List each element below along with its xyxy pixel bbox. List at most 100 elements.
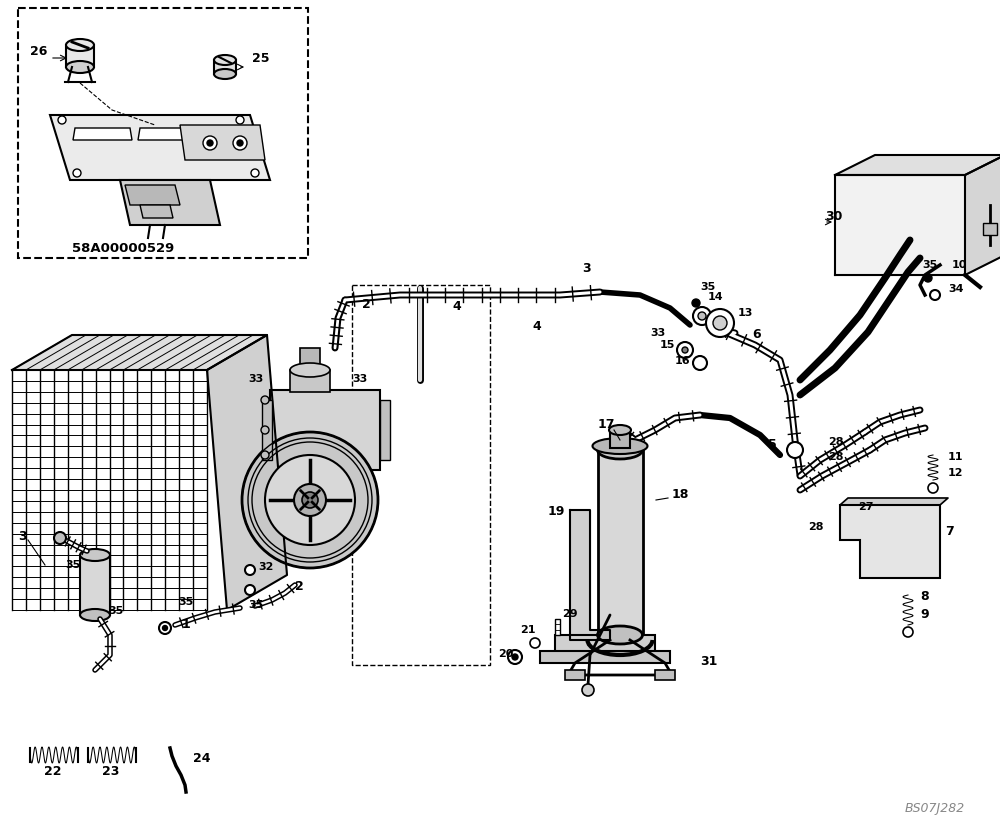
Polygon shape bbox=[73, 128, 132, 140]
Circle shape bbox=[245, 565, 255, 575]
Text: 35: 35 bbox=[700, 282, 715, 292]
Circle shape bbox=[245, 585, 255, 595]
Text: 7: 7 bbox=[945, 525, 954, 538]
Text: 29: 29 bbox=[562, 609, 578, 619]
Text: 33: 33 bbox=[352, 374, 367, 384]
Polygon shape bbox=[965, 155, 1000, 275]
Circle shape bbox=[242, 432, 378, 568]
Text: 23: 23 bbox=[102, 765, 119, 778]
Bar bbox=[300, 348, 320, 372]
Text: 31: 31 bbox=[700, 655, 717, 668]
Circle shape bbox=[698, 312, 706, 320]
Circle shape bbox=[265, 455, 355, 545]
Circle shape bbox=[706, 309, 734, 337]
Text: 35: 35 bbox=[108, 606, 123, 616]
Bar bbox=[554, 619, 560, 635]
Bar bbox=[380, 400, 390, 460]
Bar bbox=[80, 555, 110, 615]
Text: 11: 11 bbox=[948, 452, 964, 462]
Circle shape bbox=[203, 136, 217, 150]
Polygon shape bbox=[835, 175, 965, 275]
Text: 33: 33 bbox=[248, 374, 263, 384]
Ellipse shape bbox=[80, 549, 110, 561]
Text: 2: 2 bbox=[295, 580, 304, 593]
Text: 35: 35 bbox=[248, 600, 263, 610]
Circle shape bbox=[261, 426, 269, 434]
Text: 35: 35 bbox=[922, 260, 937, 270]
Text: 30: 30 bbox=[825, 210, 842, 223]
Text: 16: 16 bbox=[675, 356, 691, 366]
Text: 28: 28 bbox=[828, 452, 844, 462]
Ellipse shape bbox=[214, 69, 236, 79]
Polygon shape bbox=[180, 125, 265, 160]
Text: 17: 17 bbox=[598, 418, 616, 431]
Text: 15: 15 bbox=[660, 340, 675, 350]
Text: 3: 3 bbox=[582, 262, 591, 275]
Polygon shape bbox=[570, 510, 610, 640]
Text: 28: 28 bbox=[828, 437, 844, 447]
Text: BS07J282: BS07J282 bbox=[905, 802, 965, 815]
Circle shape bbox=[73, 169, 81, 177]
Circle shape bbox=[713, 316, 727, 330]
Circle shape bbox=[693, 356, 707, 370]
Text: 34: 34 bbox=[948, 284, 964, 294]
Text: 25: 25 bbox=[252, 52, 270, 65]
Bar bbox=[598, 450, 643, 635]
Text: 6: 6 bbox=[752, 328, 761, 341]
Circle shape bbox=[582, 684, 594, 696]
Bar bbox=[655, 670, 675, 680]
Bar bbox=[540, 651, 670, 663]
Circle shape bbox=[677, 342, 693, 358]
Circle shape bbox=[236, 116, 244, 124]
Ellipse shape bbox=[290, 363, 330, 377]
Circle shape bbox=[159, 622, 171, 634]
Circle shape bbox=[682, 347, 688, 353]
Polygon shape bbox=[840, 498, 948, 505]
Circle shape bbox=[261, 396, 269, 404]
Circle shape bbox=[928, 483, 938, 493]
Polygon shape bbox=[835, 155, 1000, 175]
Text: 3: 3 bbox=[18, 530, 27, 543]
Text: 58A00000529: 58A00000529 bbox=[72, 242, 174, 255]
Polygon shape bbox=[840, 505, 940, 578]
Ellipse shape bbox=[66, 39, 94, 51]
Circle shape bbox=[930, 290, 940, 300]
Circle shape bbox=[54, 532, 66, 544]
Text: 33: 33 bbox=[650, 328, 665, 338]
Text: 35: 35 bbox=[178, 597, 193, 607]
Text: 10: 10 bbox=[952, 260, 967, 270]
Ellipse shape bbox=[66, 61, 94, 73]
Circle shape bbox=[903, 627, 913, 637]
Bar bbox=[66, 45, 94, 67]
Text: 21: 21 bbox=[520, 625, 536, 635]
Circle shape bbox=[261, 451, 269, 459]
Text: 1: 1 bbox=[182, 618, 191, 631]
Text: 35: 35 bbox=[65, 560, 80, 570]
Ellipse shape bbox=[80, 609, 110, 621]
Bar bbox=[565, 670, 585, 680]
Circle shape bbox=[251, 169, 259, 177]
Text: 24: 24 bbox=[193, 752, 210, 765]
Text: 19: 19 bbox=[548, 505, 565, 518]
Circle shape bbox=[207, 140, 213, 146]
Text: 13: 13 bbox=[738, 308, 753, 318]
Text: 4: 4 bbox=[452, 300, 461, 313]
Circle shape bbox=[58, 116, 66, 124]
Bar bbox=[262, 400, 272, 460]
Circle shape bbox=[302, 492, 318, 508]
Text: 22: 22 bbox=[44, 765, 62, 778]
Bar bbox=[983, 223, 997, 235]
Bar bbox=[270, 390, 380, 470]
Polygon shape bbox=[207, 335, 287, 610]
Circle shape bbox=[237, 140, 243, 146]
Ellipse shape bbox=[609, 425, 631, 435]
Polygon shape bbox=[140, 205, 173, 218]
Circle shape bbox=[294, 484, 326, 516]
Circle shape bbox=[162, 625, 168, 630]
Polygon shape bbox=[138, 128, 197, 140]
Circle shape bbox=[508, 650, 522, 664]
Text: 14: 14 bbox=[708, 292, 724, 302]
Polygon shape bbox=[125, 185, 180, 205]
Ellipse shape bbox=[598, 626, 642, 644]
Text: 18: 18 bbox=[672, 488, 689, 501]
